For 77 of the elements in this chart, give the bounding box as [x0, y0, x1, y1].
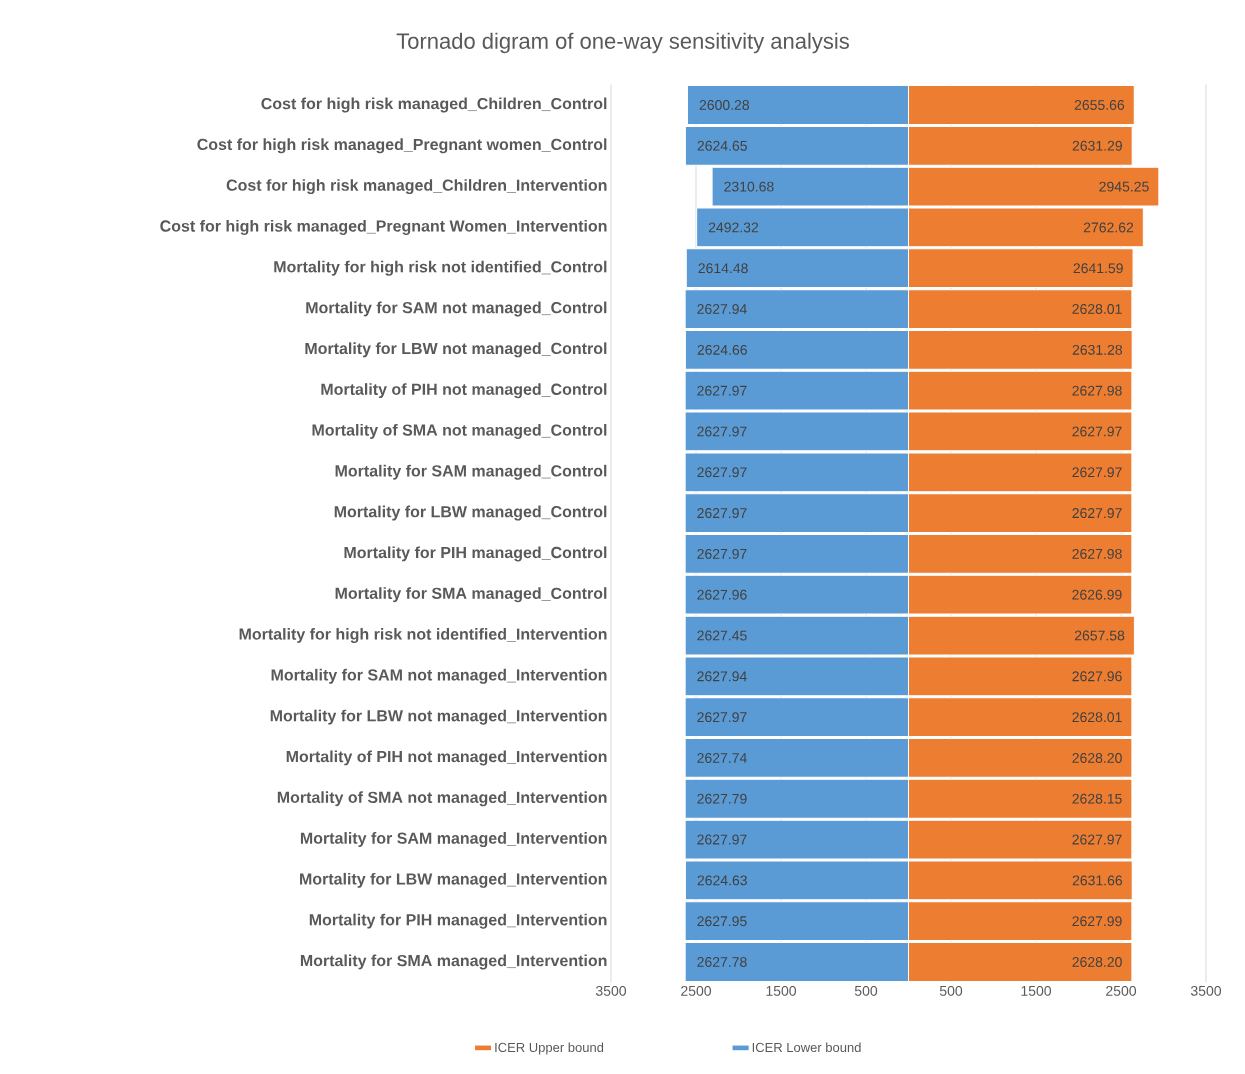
y-tick-label: Mortality for LBW not managed_Intervention [270, 709, 607, 725]
data-label: 2627.94 [697, 671, 747, 682]
y-tick-label: Mortality for PIH managed_Intervention [309, 913, 607, 929]
y-tick-label: Mortality for SAM not managed_Intervention [271, 668, 607, 684]
legend-label: ICER Upper bound [495, 1042, 604, 1055]
data-label: 2627.96 [697, 589, 747, 600]
data-label: 2628.20 [1072, 957, 1122, 967]
chart-title: Tornado digram of one-way sensitivity analysis [396, 32, 849, 54]
x-tick-label: 1500 [766, 985, 797, 996]
data-label: 2310.68 [724, 181, 774, 192]
data-label: 2628.01 [1072, 304, 1122, 314]
data-label: 2627.79 [697, 793, 747, 804]
data-label: 2627.98 [1072, 385, 1122, 396]
data-label: 2492.32 [708, 222, 759, 233]
y-tick-label: Mortality of SMA not managed_Intervention [277, 791, 607, 807]
x-tick-label: 1500 [1021, 985, 1052, 996]
data-label: 2657.58 [1074, 630, 1125, 641]
data-label: 2627.96 [1072, 671, 1122, 682]
y-tick-label: Mortality of PIH not managed_Control [321, 383, 607, 399]
data-label: 2627.97 [697, 508, 747, 519]
y-tick-label: Mortality for high risk not identified_Intervention [239, 628, 607, 644]
legend-label: ICER Lower bound [752, 1042, 861, 1053]
data-label: 2945.25 [1099, 181, 1149, 192]
data-label: 2626.99 [1072, 589, 1122, 600]
data-label: 2624.65 [697, 140, 747, 151]
x-tick-label: 3500 [595, 985, 627, 996]
y-tick-label: Mortality for SAM not managed_Control [306, 301, 607, 317]
data-label: 2627.78 [697, 957, 747, 967]
y-tick-label: Mortality for PIH managed_Control [344, 546, 607, 562]
y-tick-label: Mortality for LBW managed_Control [334, 505, 607, 521]
data-label: 2624.66 [697, 344, 747, 355]
data-label: 2631.66 [1072, 875, 1123, 886]
data-label: 2627.95 [697, 916, 747, 927]
data-label: 2627.97 [697, 467, 747, 478]
data-label: 2762.62 [1083, 222, 1134, 233]
data-label: 2627.97 [1072, 508, 1122, 519]
data-label: 2641.59 [1073, 263, 1123, 274]
data-label: 2628.01 [1072, 712, 1122, 723]
data-label: 2631.29 [1072, 140, 1122, 151]
y-tick-label: Mortality of SMA not managed_Control [312, 423, 607, 439]
data-label: 2614.48 [698, 263, 748, 274]
data-label: 2655.66 [1074, 100, 1125, 110]
y-tick-label: Cost for high risk managed_Children_Intervention [226, 179, 607, 195]
data-label: 2627.97 [697, 834, 747, 845]
data-label: 2627.97 [1072, 467, 1122, 478]
x-tick-label: 3500 [1190, 985, 1222, 996]
y-tick-label: Mortality for LBW not managed_Control [305, 342, 607, 358]
y-tick-label: Mortality of PIH not managed_Intervention [286, 750, 607, 766]
data-label: 2628.20 [1072, 752, 1122, 763]
data-label: 2627.97 [697, 426, 747, 437]
x-tick-label: 500 [854, 985, 878, 996]
data-label: 2627.97 [697, 385, 747, 396]
x-tick-label: 500 [939, 985, 963, 996]
y-tick-label: Cost for high risk managed_Pregnant Women_Intervention [160, 219, 607, 235]
data-label: 2624.63 [697, 875, 747, 886]
y-tick-label: Mortality for SAM managed_Intervention [300, 832, 607, 848]
data-label: 2627.97 [1072, 834, 1122, 845]
data-label: 2627.98 [1072, 548, 1122, 559]
data-label: 2627.74 [697, 752, 747, 763]
y-tick-label: Cost for high risk managed_Pregnant women_Control [197, 138, 607, 154]
data-label: 2627.97 [697, 712, 747, 723]
data-label: 2600.28 [699, 100, 749, 110]
y-tick-label: Mortality for SMA managed_Intervention [300, 954, 607, 970]
data-label: 2627.97 [1072, 426, 1122, 437]
y-tick-label: Mortality for SAM managed_Control [335, 464, 607, 480]
data-label: 2627.45 [697, 630, 747, 641]
data-label: 2627.99 [1072, 916, 1122, 927]
y-tick-label: Mortality for high risk not identified_Control [274, 260, 607, 276]
y-tick-label: Mortality for LBW managed_Intervention [300, 872, 607, 888]
data-label: 2631.28 [1072, 344, 1123, 355]
y-tick-label: Cost for high risk managed_Children_Control [261, 97, 607, 113]
x-tick-label: 2500 [1106, 985, 1137, 996]
data-label: 2627.97 [697, 548, 747, 559]
data-label: 2628.15 [1072, 793, 1122, 804]
data-label: 2627.94 [697, 304, 747, 314]
x-tick-label: 2500 [681, 985, 712, 996]
y-tick-label: Mortality for SMA managed_Control [335, 587, 607, 603]
